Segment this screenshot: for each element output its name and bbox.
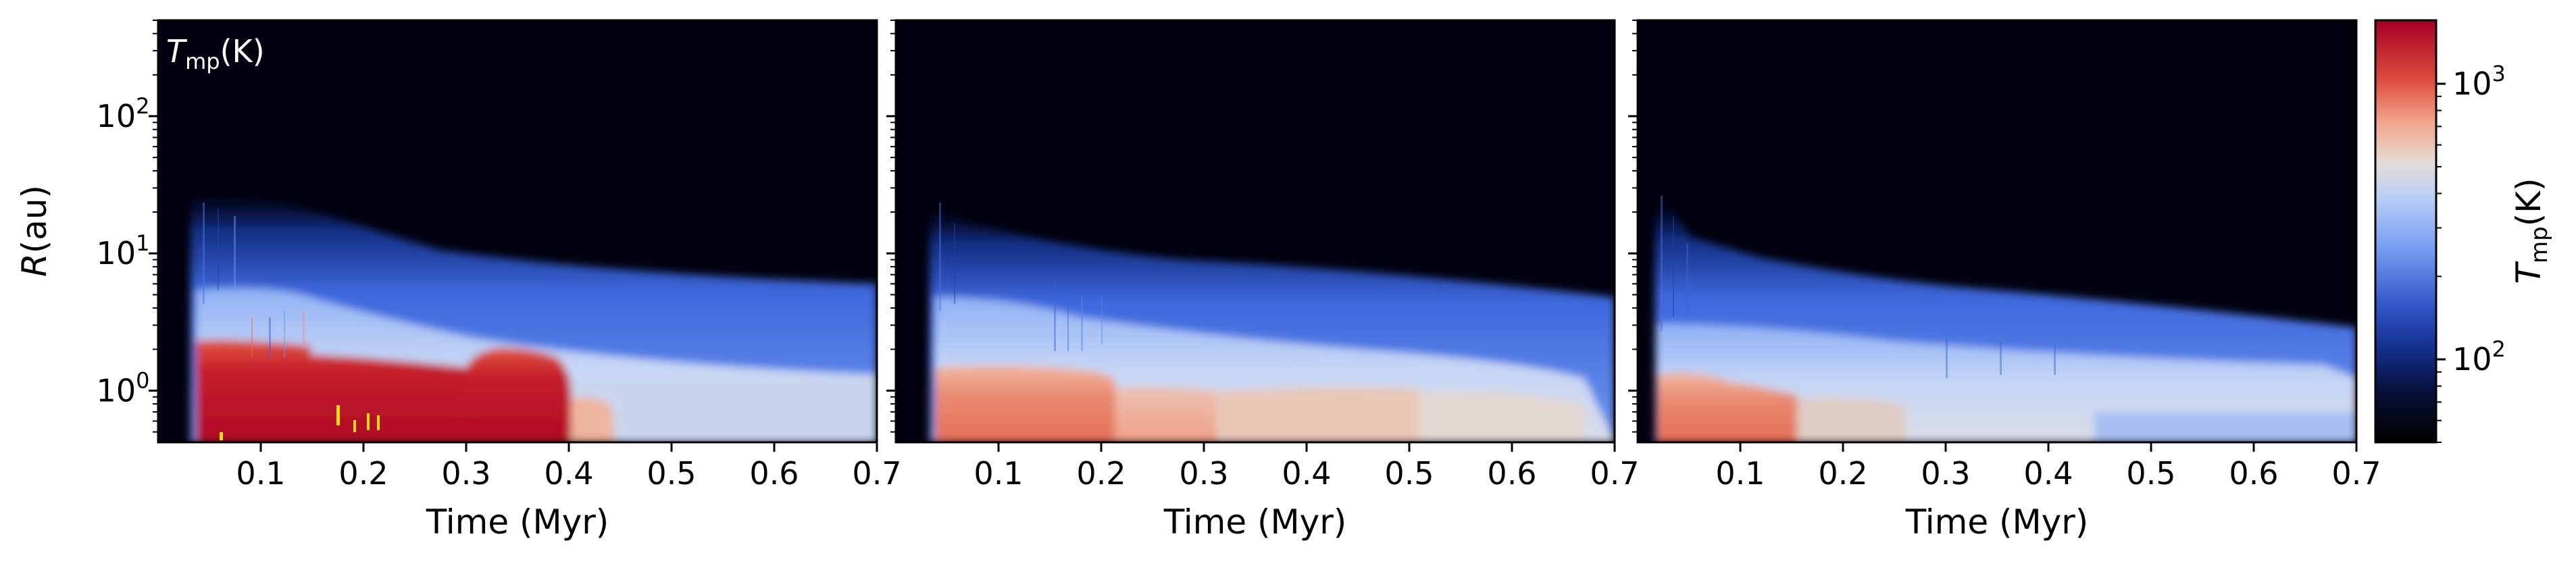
x-tick-label: 0.5: [1384, 455, 1434, 492]
panel-3-x-axis: 0.1 0.2 0.3 0.4 0.5 0.6 0.7 Time (Myr): [1715, 442, 2381, 542]
panel-1-y-axis: 100 101 102: [97, 20, 158, 433]
x-tick-label: 0.7: [852, 455, 901, 492]
heatmap-2-outer-tail: [1419, 391, 1584, 442]
y-tick-label: 102: [97, 93, 150, 134]
heatmap-1: Tmp(K): [158, 20, 877, 442]
heatmap-1-hot-lobe: [466, 348, 574, 442]
colorbar-label: Tmp(K): [2509, 178, 2553, 284]
heatmap-2: [896, 20, 1615, 442]
heatmap-1-pale-band: [567, 378, 877, 442]
x-tick-label: 0.5: [647, 455, 696, 492]
panel-3-y-axis: [1628, 20, 1638, 433]
panel-annotation: Tmp(K): [166, 33, 265, 74]
y-tick-label: 100: [97, 367, 150, 409]
heatmap-1-streaks: [203, 203, 305, 358]
panel-2-x-axis: 0.1 0.2 0.3 0.4 0.5 0.6 0.7 Time (Myr): [974, 442, 1640, 542]
colorbar: 102 103 Tmp(K): [2374, 19, 2553, 444]
heatmap-3-mild-region: [1797, 397, 1905, 442]
heatmap-3: [1638, 20, 2356, 442]
x-tick-label: 0.6: [1487, 455, 1536, 492]
x-tick-label: 0.3: [1179, 455, 1228, 492]
heatmap-3-bottom-band: [2094, 412, 2356, 442]
x-axis-label: Time (Myr): [1905, 502, 2089, 542]
heatmap-1-warm-fade: [571, 397, 615, 442]
x-tick-label: 0.1: [236, 455, 285, 492]
x-tick-label: 0.3: [1921, 455, 1970, 492]
heatmap-2-streaks: [939, 203, 1103, 351]
heatmap-3-streaks: [1661, 196, 2056, 378]
panel-1-frame: [157, 19, 878, 444]
panel-2: 0.1 0.2 0.3 0.4 0.5 0.6 0.7 Time (Myr): [886, 19, 1640, 542]
colorbar-tick-label: 103: [2452, 61, 2506, 102]
x-tick-label: 0.4: [544, 455, 593, 492]
x-tick-label: 0.5: [2126, 455, 2175, 492]
heatmap-1-hot-region: [196, 340, 473, 442]
y-axis-label: R(au): [15, 185, 54, 277]
x-axis-label: Time (Myr): [1163, 502, 1347, 542]
heatmap-2-warm-region: [935, 365, 1115, 442]
heatmap-1-hotspots: [220, 405, 380, 440]
heatmap-2-mild-region: [1115, 387, 1216, 442]
x-tick-label: 0.7: [2331, 455, 2381, 492]
x-tick-label: 0.6: [2229, 455, 2278, 492]
colorbar-tick-label: 102: [2452, 336, 2506, 377]
colorbar-gradient: [2375, 20, 2436, 442]
panel-3-frame: [1636, 19, 2358, 444]
x-tick-label: 0.4: [1282, 455, 1331, 492]
x-tick-label: 0.3: [441, 455, 490, 492]
y-tick-label: 101: [97, 230, 150, 271]
panel-2-frame: [894, 19, 1616, 444]
x-axis-label: Time (Myr): [426, 502, 609, 542]
x-tick-label: 0.6: [749, 455, 799, 492]
heatmap-3-warm-region: [1657, 372, 1797, 442]
panel-3: 0.1 0.2 0.3 0.4 0.5 0.6 0.7 Time (Myr): [1628, 19, 2381, 542]
x-tick-label: 0.1: [1715, 455, 1765, 492]
x-tick-label: 0.7: [1590, 455, 1639, 492]
x-tick-label: 0.1: [974, 455, 1023, 492]
x-tick-label: 0.2: [1076, 455, 1126, 492]
panel-1: Tmp(K) 0.1 0.2 0.3 0.4 0.5 0.6 0.7 Time (Myr) 1…: [97, 19, 902, 542]
heatmap-2-mild-tail: [1216, 387, 1425, 442]
colorbar-frame: [2374, 19, 2438, 444]
x-tick-label: 0.2: [1818, 455, 1867, 492]
x-tick-label: 0.2: [338, 455, 388, 492]
panel-2-y-axis: [886, 20, 896, 433]
colorbar-ticks: 102 103: [2436, 61, 2506, 443]
x-tick-label: 0.4: [2023, 455, 2073, 492]
panel-1-x-axis: 0.1 0.2 0.3 0.4 0.5 0.6 0.7 Time (Myr): [236, 442, 902, 542]
